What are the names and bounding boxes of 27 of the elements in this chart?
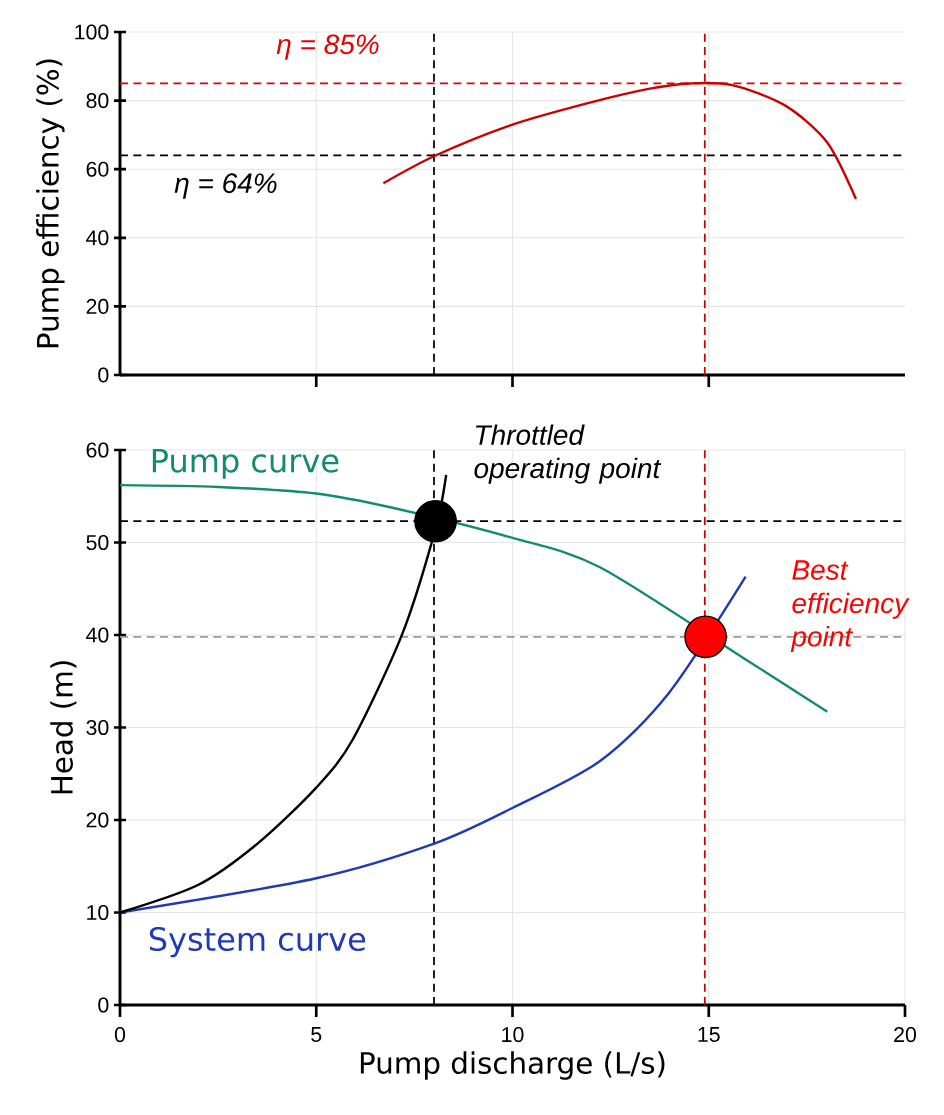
x-tick-label: 0 (114, 1027, 126, 1043)
x-tick-label: 15 (698, 1027, 720, 1042)
y-tick-label: 20 (86, 812, 109, 828)
y-tick-label: 30 (86, 719, 109, 736)
y-tick-label: 100 (75, 24, 109, 40)
y-tick-label: 0 (98, 997, 109, 1013)
series-label: Pump curve (152, 448, 339, 479)
y-tick-label: 10 (87, 904, 109, 921)
y-tick-label: 60 (86, 442, 109, 458)
series-label: Throttled operating point (474, 424, 662, 484)
y-tick-label: 0 (98, 367, 109, 383)
x-axis-title: Pump discharge (L/s) (360, 1051, 665, 1080)
ref-line-label: η = 85% (276, 34, 379, 60)
series-label: System curve (149, 926, 366, 958)
y-axis-title: Pump efficiency (%) (36, 59, 65, 348)
text: Best efficiency point (790, 560, 910, 653)
x-tick-label: 5 (311, 1027, 322, 1042)
y-tick-label: 40 (86, 627, 109, 643)
x-tick-label: 20 (894, 1027, 917, 1043)
y-tick-label: 50 (86, 534, 109, 551)
y-tick-label: 80 (86, 93, 109, 109)
y-tick-label: 40 (86, 230, 109, 246)
y-tick-label: 60 (86, 161, 109, 177)
x-tick-label: 10 (502, 1027, 524, 1043)
y-axis-title: Head (m) (50, 661, 77, 794)
y-tick-label: 20 (86, 298, 109, 314)
ref-line-label: η = 64% (174, 173, 277, 199)
